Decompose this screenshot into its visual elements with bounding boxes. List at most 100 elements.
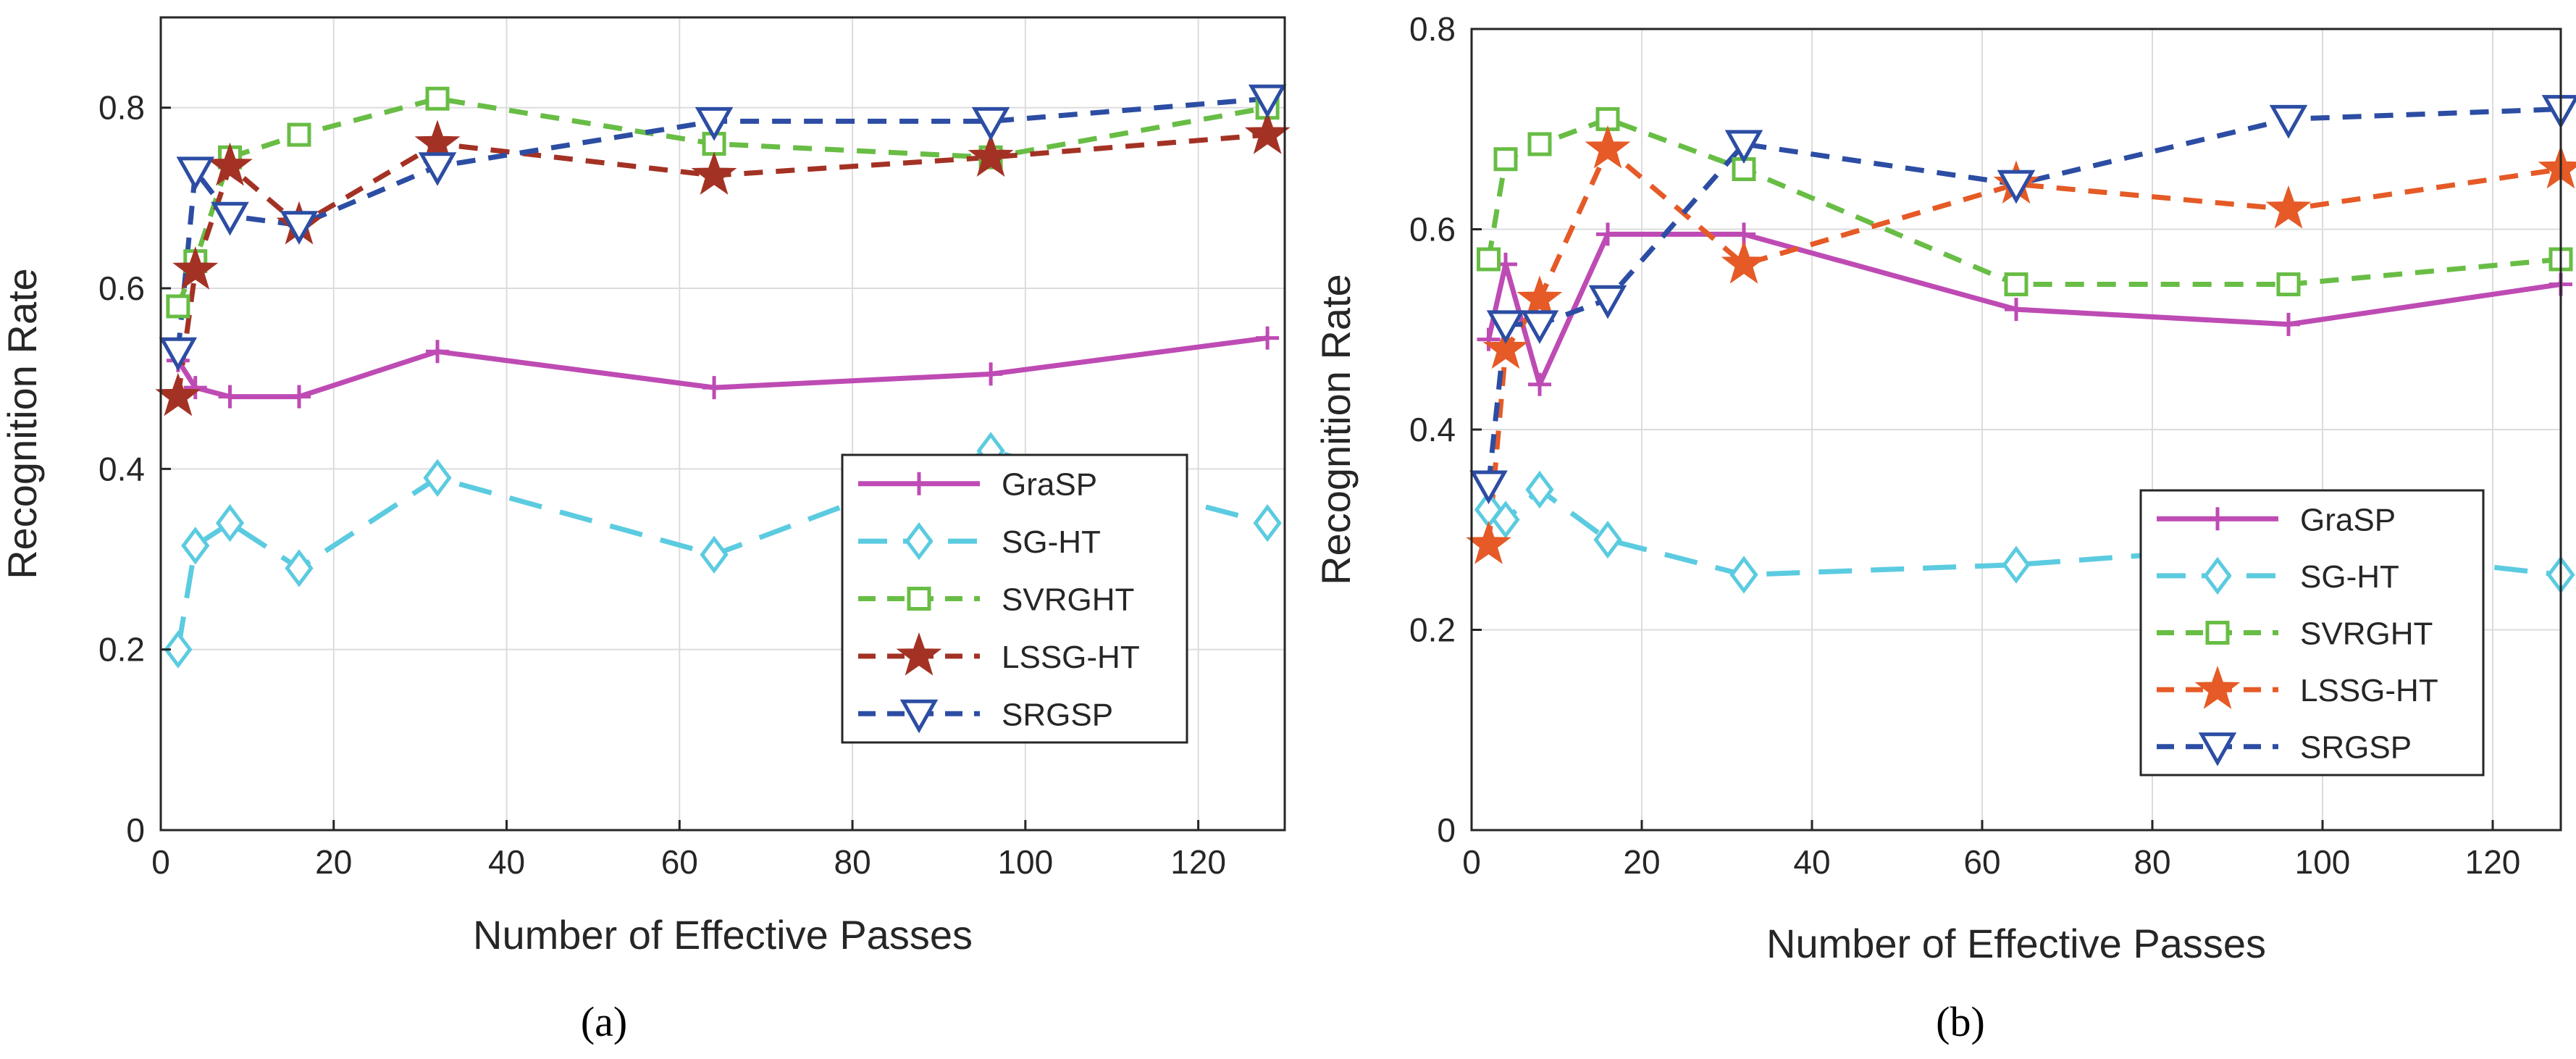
- panel-b-x-tick-label-0: 0: [1462, 843, 1481, 881]
- panel-a-x-tick-label-3: 60: [661, 843, 698, 881]
- panel-b-point-grasp-2: [1528, 372, 1551, 396]
- panel-a-legend-marker-sg-ht: [905, 522, 934, 561]
- panel-b-point-sg-ht-4: [1729, 556, 1758, 594]
- panel-a-point-svrght-4: [425, 86, 450, 111]
- panel-a-point-srgsp-5: [695, 106, 734, 141]
- panel-a-point-svrght-0: [166, 294, 190, 319]
- panel-a-point-grasp-4: [426, 340, 450, 364]
- panel-a-legend-label-svrght: SVRGHT: [1002, 582, 1134, 618]
- panel-b-x-tick-label-1: 20: [1623, 843, 1660, 881]
- panel-a-point-lssg-ht-0: [155, 372, 201, 417]
- panel-a-point-lssg-ht-6: [968, 133, 1014, 177]
- panel-a-legend-label-sg-ht: SG-HT: [1002, 524, 1101, 560]
- panel-b-legend-label-sg-ht: SG-HT: [2300, 559, 2399, 595]
- panel-a-point-grasp-3: [288, 385, 311, 409]
- panel-a-x-axis-label: Number of Effective Passes: [473, 912, 973, 958]
- panel-b-legend-marker-sg-ht: [2203, 556, 2232, 595]
- panel-b-point-sg-ht-5: [2002, 545, 2031, 584]
- panel-a-legend-marker-svrght: [907, 587, 931, 611]
- panel-a-point-grasp-6: [979, 362, 1003, 386]
- panel-a-legend-label-srgsp: SRGSP: [1002, 697, 1113, 732]
- panel-a-legend-marker-srgsp: [899, 699, 939, 734]
- chart-panel-b: 0 20 40 60 80 100 120 0 0.2 0.4 0.6 0.8 Number of Ef…: [1313, 10, 2576, 1045]
- panel-a-point-grasp-5: [702, 376, 726, 400]
- panel-a-point-svrght-3: [287, 122, 311, 147]
- panel-a-point-sg-ht-3: [285, 549, 314, 587]
- panel-b-legend-label-svrght: SVRGHT: [2300, 616, 2433, 652]
- panel-a-y-tick-label-0: 0: [126, 811, 145, 849]
- panel-b-y-tick-label-3: 0.6: [1409, 211, 1456, 248]
- panel-b-point-srgsp-5: [1997, 169, 2036, 204]
- panel-a-point-sg-ht-5: [700, 535, 729, 574]
- panel-b-panel-label: (b): [1936, 998, 1985, 1045]
- panel-b-y-tick-label-0: 0: [1437, 811, 1456, 849]
- panel-a-y-tick-label-1: 0.2: [98, 631, 145, 669]
- panel-b-point-svrght-0: [1477, 247, 1501, 272]
- panel-b-y-tick-label-1: 0.2: [1409, 611, 1456, 649]
- panel-b-x-tick-label-2: 40: [1793, 843, 1830, 881]
- panel-a-x-tick-label-5: 100: [997, 843, 1053, 881]
- panel-a-y-tick-label-4: 0.8: [98, 89, 145, 127]
- panel-b-point-srgsp-4: [1724, 130, 1763, 164]
- panel-b-point-svrght-1: [1493, 147, 1518, 172]
- panel-b-legend-label-grasp: GraSP: [2300, 502, 2396, 537]
- panel-b-point-svrght-5: [2004, 272, 2029, 297]
- panel-b-point-srgsp-1: [1486, 310, 1525, 344]
- panel-a-series-line-svrght: [175, 96, 1268, 308]
- panel-b-y-axis-label: Recognition Rate: [1313, 274, 1359, 585]
- panel-a-x-tick-label-6: 120: [1170, 843, 1226, 881]
- panel-a-y-axis-label: Recognition Rate: [0, 268, 45, 579]
- panel-a-point-grasp-2: [218, 385, 242, 409]
- panel-a-legend-marker-lssg-ht: [896, 632, 942, 676]
- panel-b-series-line-grasp: [1486, 231, 2562, 388]
- panel-a-x-tick-label-1: 20: [315, 843, 352, 881]
- panel-b-point-sg-ht-1: [1491, 501, 1520, 539]
- panel-a-point-sg-ht-1: [181, 527, 210, 565]
- panel-a-point-srgsp-7: [1248, 84, 1287, 119]
- panel-b-legend-marker-svrght: [2205, 621, 2230, 645]
- panel-b-x-tick-label-6: 120: [2465, 843, 2521, 881]
- panel-a-point-sg-ht-0: [164, 630, 193, 669]
- panel-b-x-tick-label-5: 100: [2295, 843, 2351, 881]
- panel-b-point-grasp-6: [2277, 312, 2300, 336]
- panel-b-x-tick-label-4: 80: [2134, 843, 2170, 881]
- panel-a-point-sg-ht-7: [1253, 503, 1282, 543]
- panel-a-legend-label-lssg-ht: LSSG-HT: [1002, 640, 1140, 675]
- panel-a-axes-box: [159, 16, 1286, 832]
- panel-a-point-sg-ht-2: [215, 503, 245, 543]
- panel-b-point-srgsp-3: [1588, 285, 1627, 319]
- panel-a-point-srgsp-1: [176, 156, 215, 191]
- panel-a-x-tick-label-0: 0: [151, 843, 170, 881]
- panel-b-point-lssg-ht-3: [1585, 125, 1631, 169]
- panel-a-y-tick-label-2: 0.4: [98, 450, 145, 487]
- panel-b-point-grasp-5: [2005, 298, 2028, 322]
- panel-a-point-srgsp-3: [280, 211, 319, 245]
- panel-b-legend-label-lssg-ht: LSSG-HT: [2300, 673, 2438, 708]
- panel-b-point-sg-ht-2: [1525, 470, 1554, 509]
- panel-a-y-tick-label-3: 0.6: [98, 269, 145, 307]
- panel-b-x-tick-label-3: 60: [1963, 843, 2000, 881]
- panel-b-point-lssg-ht-1: [1482, 325, 1529, 369]
- panel-b-point-srgsp-6: [2269, 104, 2308, 139]
- panel-a-point-lssg-ht-5: [691, 151, 737, 195]
- panel-b-point-srgsp-0: [1469, 470, 1508, 505]
- panel-b-point-srgsp-2: [1520, 310, 1559, 344]
- panel-b-series-line-lssg-ht: [1486, 146, 2562, 545]
- panel-b-point-lssg-ht-0: [1466, 520, 1511, 564]
- panel-a-point-srgsp-0: [159, 337, 198, 372]
- panel-b-point-lssg-ht-2: [1516, 275, 1563, 319]
- panel-b-legend-label-srgsp: SRGSP: [2300, 730, 2412, 766]
- panel-b-point-lssg-ht-6: [2265, 185, 2312, 229]
- panel-a-x-tick-label-2: 40: [488, 843, 525, 881]
- panel-a-point-srgsp-4: [418, 152, 457, 186]
- panel-a-legend-marker-grasp: [907, 472, 931, 495]
- panel-a-point-srgsp-6: [971, 106, 1010, 141]
- panel-a-point-lssg-ht-2: [207, 142, 253, 186]
- panel-b-legend-marker-grasp: [2206, 507, 2229, 531]
- panel-a-point-grasp-1: [183, 376, 207, 400]
- panel-a-point-sg-ht-4: [423, 459, 452, 497]
- panel-a-legend-label-grasp: GraSP: [1002, 467, 1097, 503]
- panel-b-point-grasp-3: [1596, 222, 1619, 246]
- panel-a-panel-label: (a): [581, 998, 627, 1045]
